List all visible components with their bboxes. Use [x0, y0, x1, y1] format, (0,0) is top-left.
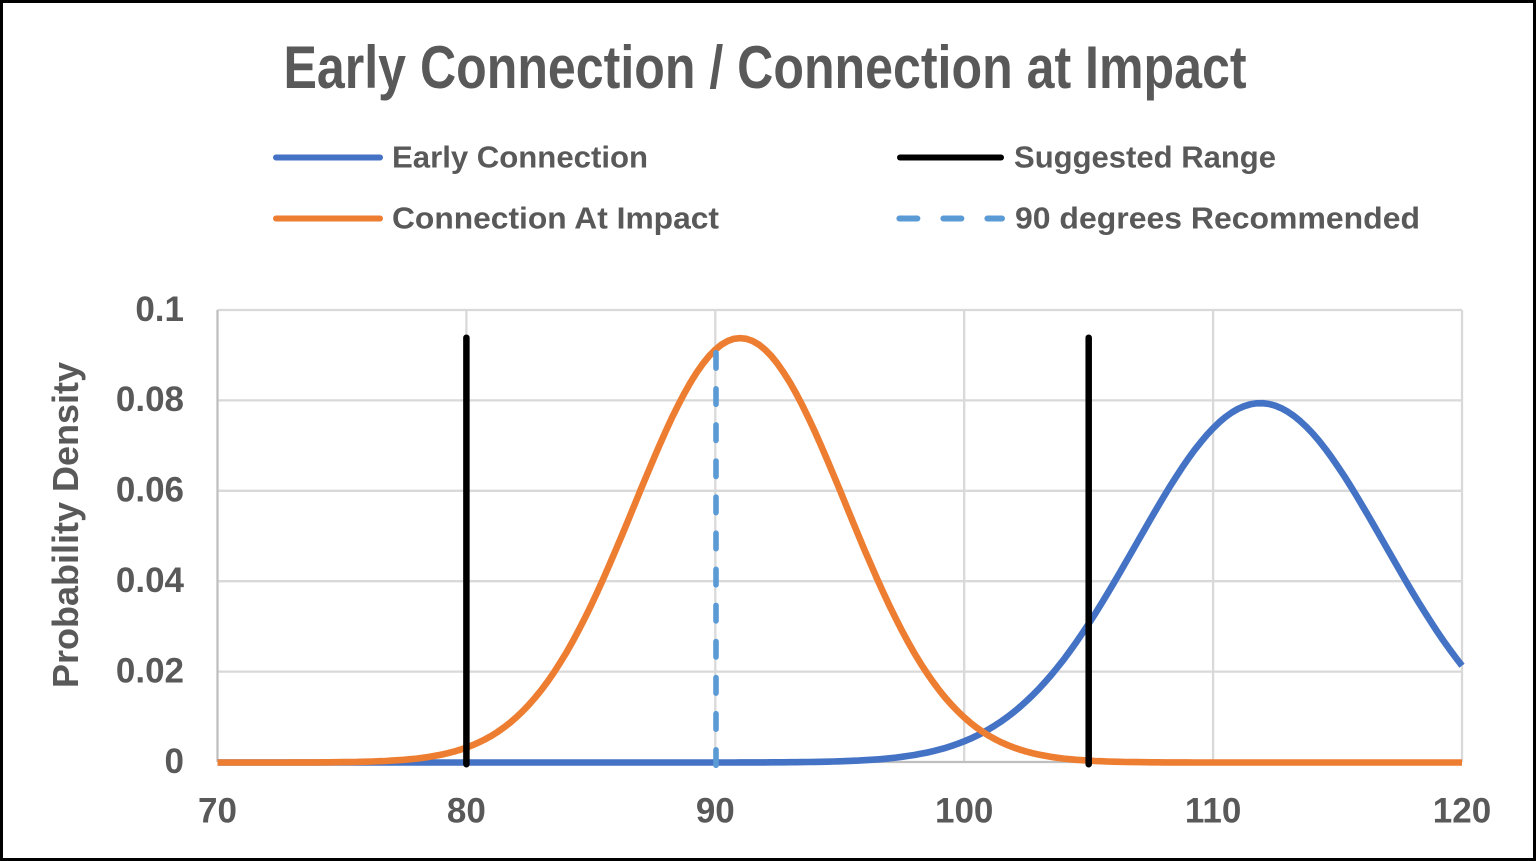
svg-text:Probability Density: Probability Density: [45, 362, 86, 688]
svg-text:120: 120: [1433, 792, 1491, 831]
svg-text:Early Connection / Connection: Early Connection / Connection at Impact: [284, 34, 1247, 101]
svg-text:80: 80: [447, 792, 486, 831]
svg-text:100: 100: [935, 792, 993, 831]
svg-text:Early Connection: Early Connection: [392, 140, 648, 175]
svg-text:70: 70: [198, 792, 237, 831]
svg-text:90 degrees Recommended: 90 degrees Recommended: [1015, 201, 1420, 236]
svg-text:Suggested Range: Suggested Range: [1014, 140, 1276, 175]
svg-text:0.06: 0.06: [116, 471, 184, 510]
svg-text:0.1: 0.1: [135, 290, 184, 329]
svg-text:0.08: 0.08: [116, 380, 184, 419]
svg-text:Connection At Impact: Connection At Impact: [392, 201, 719, 236]
svg-text:110: 110: [1185, 792, 1241, 831]
svg-text:0.04: 0.04: [116, 561, 185, 600]
svg-text:90: 90: [696, 792, 735, 831]
svg-text:0: 0: [165, 742, 184, 781]
svg-text:0.02: 0.02: [116, 651, 184, 690]
